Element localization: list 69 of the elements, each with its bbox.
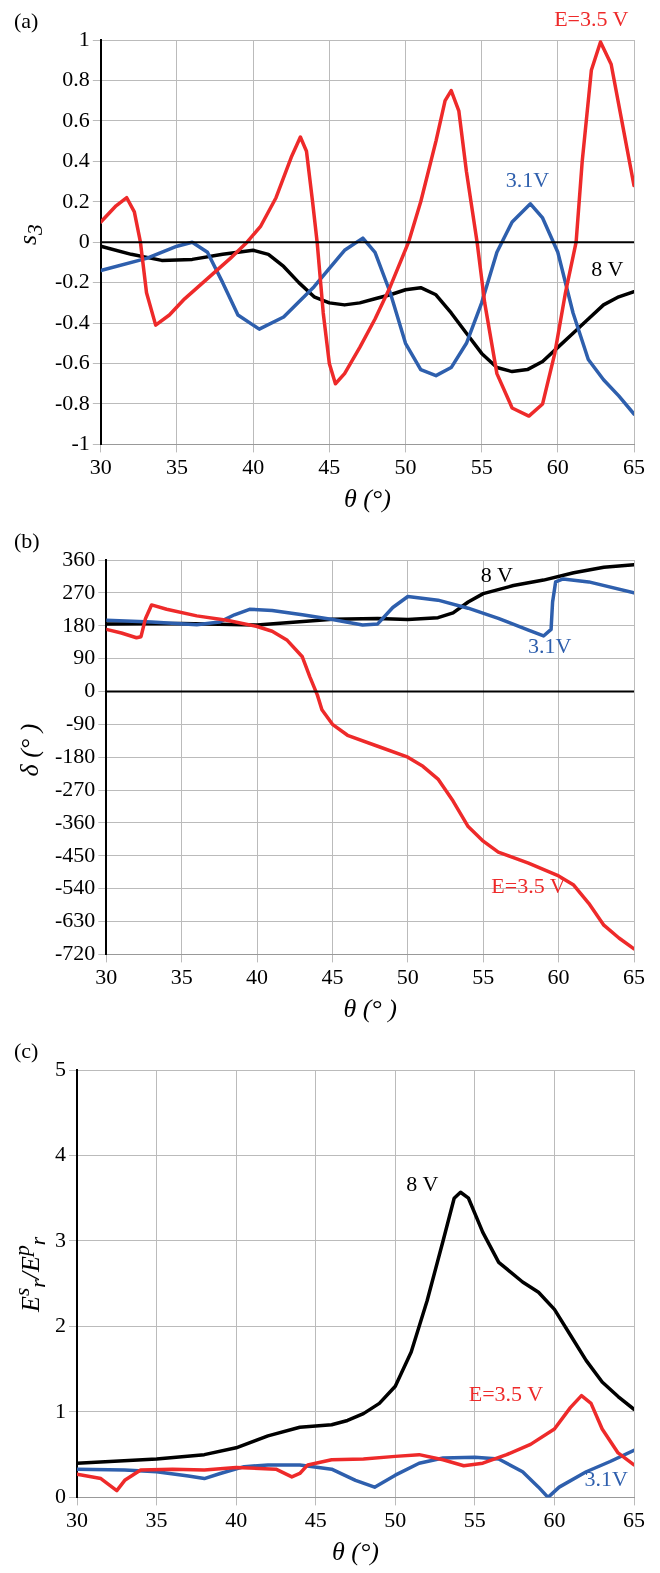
x-tick-label: 45 — [321, 964, 344, 990]
y-tick-label: -450 — [55, 841, 96, 867]
y-tick-label: -720 — [55, 940, 96, 966]
series-label: E=3.5 V — [554, 5, 629, 31]
y-tick-label: -180 — [55, 742, 96, 768]
x-tick-label: 40 — [225, 1507, 248, 1533]
x-tick-label: 55 — [463, 1507, 486, 1533]
y-tick-label: 270 — [62, 578, 96, 604]
series-label: 8 V — [406, 1171, 439, 1197]
y-tick-label: -360 — [55, 808, 96, 834]
x-tick-label: 65 — [623, 454, 645, 480]
x-tick-label: 55 — [472, 964, 495, 990]
x-tick-label: 60 — [547, 964, 570, 990]
x-axis-title: θ (°) — [332, 1537, 379, 1567]
y-axis-title: δ (° ) — [14, 723, 45, 776]
x-tick-label: 65 — [623, 964, 645, 990]
y-tick-label: -1 — [71, 430, 90, 456]
y-tick-label: 0.2 — [62, 187, 90, 213]
y-tick-label: 5 — [55, 1055, 66, 1081]
series-label: 8 V — [480, 561, 513, 587]
x-tick-label: 30 — [89, 454, 112, 480]
y-tick-label: -0.2 — [55, 268, 90, 294]
y-tick-label: 180 — [62, 611, 96, 637]
chart-title: (b) — [14, 528, 40, 554]
y-tick-label: -270 — [55, 775, 96, 801]
x-tick-label: 35 — [170, 964, 193, 990]
y-tick-label: 0.8 — [62, 66, 90, 92]
x-tick-label: 65 — [623, 1507, 645, 1533]
y-tick-label: 4 — [55, 1141, 66, 1167]
chart-title: (a) — [14, 8, 39, 34]
y-tick-label: 0 — [55, 1483, 66, 1509]
x-tick-label: 50 — [396, 964, 419, 990]
y-tick-label: 0.4 — [62, 147, 90, 173]
y-tick-label: 360 — [62, 545, 96, 571]
x-tick-label: 30 — [95, 964, 118, 990]
x-tick-label: 40 — [242, 454, 265, 480]
x-tick-label: 50 — [394, 454, 417, 480]
series-label: 3.1V — [505, 167, 550, 193]
series-label: 3.1V — [527, 632, 572, 658]
y-tick-label: 0.6 — [62, 106, 90, 132]
x-tick-label: 40 — [246, 964, 269, 990]
x-tick-label: 60 — [543, 1507, 566, 1533]
series-label: 8 V — [591, 256, 624, 282]
x-tick-label: 60 — [546, 454, 569, 480]
y-tick-label: -0.4 — [55, 308, 90, 334]
x-tick-label: 45 — [304, 1507, 327, 1533]
series-label: 3.1V — [584, 1466, 628, 1492]
chart-title: (c) — [14, 1038, 39, 1064]
x-tick-label: 45 — [318, 454, 341, 480]
series-label: E=3.5 V — [468, 1380, 544, 1406]
y-tick-label: 90 — [73, 644, 96, 670]
y-tick-label: -90 — [66, 710, 96, 736]
y-tick-label: 0 — [84, 677, 96, 703]
y-tick-label: 0 — [78, 227, 90, 253]
x-tick-label: 55 — [470, 454, 493, 480]
x-tick-label: 35 — [145, 1507, 168, 1533]
x-tick-label: 30 — [66, 1507, 88, 1533]
y-tick-label: -0.6 — [55, 349, 90, 375]
x-axis-title: θ (° ) — [343, 994, 397, 1024]
y-tick-label: 1 — [78, 25, 90, 51]
x-axis-title: θ (°) — [343, 484, 391, 514]
y-tick-label: -630 — [55, 907, 96, 933]
x-tick-label: 35 — [165, 454, 188, 480]
y-tick-label: 1 — [55, 1397, 66, 1423]
y-tick-label: -0.8 — [55, 389, 90, 415]
y-tick-label: -540 — [55, 874, 96, 900]
y-tick-label: 3 — [55, 1226, 66, 1252]
x-tick-label: 50 — [384, 1507, 407, 1533]
y-tick-label: 2 — [55, 1312, 66, 1338]
